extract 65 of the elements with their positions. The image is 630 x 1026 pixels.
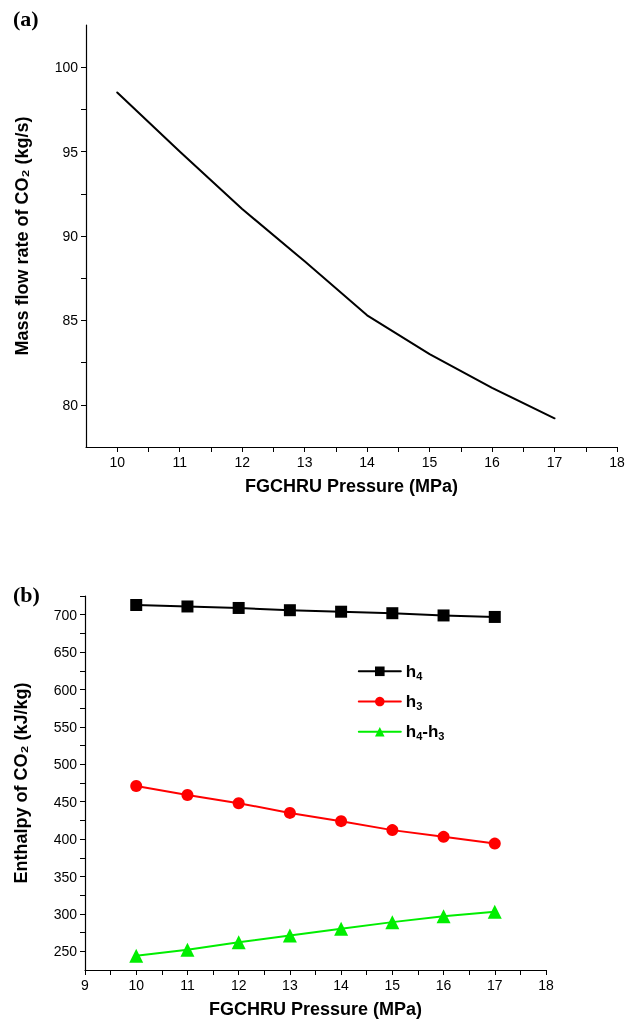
y-tick-label: 300 xyxy=(53,905,78,922)
point xyxy=(130,779,143,792)
point xyxy=(181,600,194,613)
x-tick-label: 14 xyxy=(333,977,350,993)
point xyxy=(232,797,245,810)
y-tick-label: 600 xyxy=(53,681,78,698)
x-tick-label: 14 xyxy=(359,454,376,470)
x-tick-label: 16 xyxy=(435,977,452,993)
y-tick-label: 400 xyxy=(53,831,78,848)
point xyxy=(334,921,349,936)
point xyxy=(129,948,144,963)
y-axis-title: Mass flow rate of CO₂ (kg/s) xyxy=(12,116,32,356)
x-tick-label: 11 xyxy=(180,977,195,993)
y-tick-label: 500 xyxy=(53,756,78,773)
y-tick-label: 90 xyxy=(62,228,79,244)
point xyxy=(437,830,450,843)
x-tick-label: 12 xyxy=(234,454,251,470)
y-tick-label: 700 xyxy=(53,606,78,623)
x-tick-label: 9 xyxy=(81,977,90,993)
point xyxy=(181,788,194,801)
point xyxy=(386,824,399,837)
point xyxy=(180,942,195,957)
y-tick-label: 350 xyxy=(53,868,78,885)
x-tick-label: 10 xyxy=(128,977,145,993)
y-tick-label: 85 xyxy=(62,312,79,329)
point xyxy=(488,837,501,850)
point xyxy=(436,909,451,924)
x-tick-label: 15 xyxy=(421,454,438,470)
y-tick-label: 80 xyxy=(62,396,79,413)
x-tick-label: 18 xyxy=(609,454,625,470)
point xyxy=(283,604,296,617)
x-tick-label: 15 xyxy=(384,977,401,993)
point xyxy=(386,607,399,620)
y-axis-title: Enthalpy of CO₂ (kJ/kg) xyxy=(11,682,31,884)
x-tick-label: 16 xyxy=(484,454,501,470)
y-tick-label: 250 xyxy=(53,943,78,960)
point xyxy=(282,928,297,943)
chart-title: (a) xyxy=(13,5,39,31)
point xyxy=(437,609,450,622)
point xyxy=(488,610,501,623)
y-tick-label: 450 xyxy=(53,793,78,810)
x-tick-label: 11 xyxy=(172,454,188,470)
line-series xyxy=(116,91,556,420)
point xyxy=(130,598,143,611)
point xyxy=(231,935,246,950)
point xyxy=(283,806,296,819)
x-tick-label: 17 xyxy=(486,977,503,993)
x-axis-title: FGCHRU Pressure (MPa) xyxy=(244,476,459,496)
point xyxy=(385,915,400,930)
chart-title: (b) xyxy=(13,581,40,607)
x-tick-label: 12 xyxy=(230,977,247,993)
x-tick-label: 10 xyxy=(109,454,126,470)
y-tick-label: 95 xyxy=(62,143,79,160)
x-axis-title: FGCHRU Pressure (MPa) xyxy=(208,999,423,1019)
x-tick-label: 17 xyxy=(546,454,563,470)
x-tick-label: 13 xyxy=(282,977,298,993)
point xyxy=(232,601,245,614)
y-tick-label: 100 xyxy=(54,59,79,76)
y-tick-label: 550 xyxy=(53,718,78,735)
x-tick-label: 18 xyxy=(538,977,554,993)
point xyxy=(487,904,502,919)
point xyxy=(335,605,348,618)
point xyxy=(335,815,348,828)
x-tick-label: 13 xyxy=(296,454,313,470)
y-tick-label: 650 xyxy=(53,644,78,661)
